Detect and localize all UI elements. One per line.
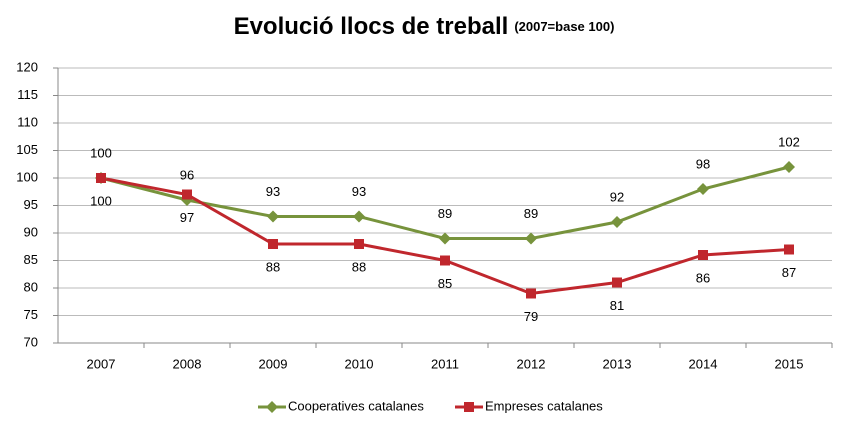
chart-title: Evolució llocs de treball <box>234 13 509 40</box>
data-label: 79 <box>524 309 538 324</box>
legend-label: Empreses catalanes <box>485 398 603 413</box>
y-tick-label: 70 <box>24 334 38 349</box>
y-tick-label: 115 <box>17 87 38 102</box>
data-point <box>612 277 622 288</box>
data-label: 81 <box>610 298 624 313</box>
data-label: 100 <box>90 193 112 208</box>
data-label: 86 <box>696 270 710 285</box>
y-tick-label: 75 <box>24 307 38 322</box>
y-tick-label: 120 <box>16 59 38 74</box>
data-point <box>267 210 279 223</box>
legend-marker <box>266 401 278 413</box>
data-label: 97 <box>180 210 194 225</box>
data-point <box>611 216 623 228</box>
data-label: 96 <box>180 167 194 182</box>
x-tick-label: 2015 <box>775 356 804 371</box>
x-tick-label: 2009 <box>259 356 288 371</box>
y-tick-label: 100 <box>16 169 38 184</box>
data-label: 92 <box>610 189 624 204</box>
chart-subtitle: (2007=base 100) <box>514 19 614 34</box>
x-tick-label: 2007 <box>87 356 116 371</box>
data-label: 102 <box>778 134 800 149</box>
x-tick-label: 2012 <box>517 356 546 371</box>
x-tick-label: 2014 <box>689 356 718 371</box>
x-tick-label: 2011 <box>431 356 459 371</box>
legend-marker <box>464 402 474 412</box>
data-point <box>440 255 450 266</box>
data-label: 89 <box>524 206 538 221</box>
data-label: 93 <box>266 184 280 199</box>
data-label: 88 <box>266 259 280 274</box>
y-tick-label: 105 <box>16 142 38 157</box>
data-point <box>439 232 451 245</box>
data-label: 100 <box>90 145 112 160</box>
y-tick-label: 90 <box>24 224 38 239</box>
data-label: 89 <box>438 206 452 221</box>
data-label: 98 <box>696 156 710 171</box>
data-point <box>784 244 794 255</box>
legend-label: Cooperatives catalanes <box>288 398 424 413</box>
y-tick-label: 85 <box>24 252 38 267</box>
data-point <box>268 239 278 249</box>
data-label: 88 <box>352 259 366 274</box>
y-tick-label: 95 <box>24 197 38 212</box>
data-label: 85 <box>438 276 452 291</box>
data-label: 93 <box>352 184 366 199</box>
data-point <box>353 210 365 223</box>
x-tick-label: 2013 <box>603 356 632 371</box>
data-point <box>525 232 537 245</box>
data-point <box>697 183 709 195</box>
data-point <box>526 288 536 299</box>
x-tick-label: 2010 <box>345 356 374 371</box>
data-label: 87 <box>782 265 796 280</box>
x-tick-label: 2008 <box>173 356 202 371</box>
data-point <box>182 189 192 200</box>
y-tick-label: 80 <box>24 279 38 294</box>
data-point <box>783 161 795 173</box>
chart-title-group: Evolució llocs de treball (2007=base 100) <box>234 13 615 40</box>
data-point <box>96 173 106 183</box>
y-tick-label: 110 <box>17 114 38 129</box>
data-point <box>354 239 364 249</box>
data-point <box>698 250 708 260</box>
